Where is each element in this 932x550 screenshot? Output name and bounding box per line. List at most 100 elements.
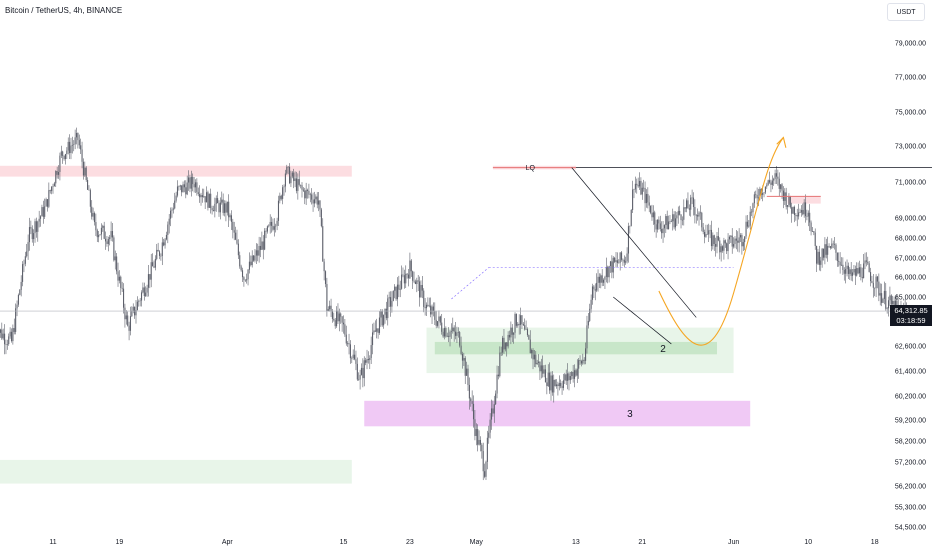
candle-body <box>8 336 10 345</box>
candle-body <box>857 268 859 274</box>
candle-body <box>662 228 664 234</box>
y-tick-label: 57,200.00 <box>895 460 926 467</box>
zone-label-2: 2 <box>660 344 666 355</box>
candle-body <box>796 215 798 217</box>
candle-body <box>623 259 625 263</box>
candle-body <box>100 227 102 235</box>
candle-body <box>656 219 659 230</box>
candle-body <box>621 252 623 260</box>
candle-body <box>316 196 318 205</box>
candle-body <box>553 379 555 393</box>
candle-body <box>798 212 800 217</box>
y-tick-label: 58,200.00 <box>895 439 926 446</box>
candle-body <box>308 190 310 195</box>
candle-body <box>48 190 50 207</box>
candle-body <box>416 280 418 285</box>
candle-body <box>547 372 549 387</box>
candle-body <box>82 161 84 176</box>
candle-body <box>20 281 22 290</box>
candle-body <box>828 245 830 247</box>
candle-body <box>710 229 713 247</box>
candle-body <box>432 306 434 311</box>
candle-body <box>13 328 15 332</box>
candle-body <box>340 313 342 317</box>
candle-body <box>298 179 300 185</box>
candle-body <box>172 208 174 210</box>
candle-body <box>717 236 719 241</box>
candle-body <box>30 227 32 229</box>
currency-selector[interactable]: USDT <box>887 3 925 21</box>
candle-body <box>51 186 53 192</box>
candle-body <box>504 342 506 350</box>
candle-body <box>106 241 108 244</box>
candle-body <box>686 200 688 209</box>
demand-zone-2 <box>434 341 717 355</box>
candle-body <box>777 176 779 179</box>
candle-body <box>203 196 205 198</box>
candle-body <box>766 184 768 187</box>
zone-label-3: 3 <box>627 409 633 420</box>
candle-body <box>531 350 533 354</box>
candle-body <box>276 220 278 226</box>
candle-body <box>293 172 295 181</box>
candle-body <box>634 183 636 190</box>
candle-body <box>2 333 4 339</box>
candle-body <box>594 289 596 291</box>
candle-body <box>461 353 464 361</box>
overlays: LQ <box>0 136 932 346</box>
candle-body <box>439 316 441 323</box>
candle-body <box>199 194 201 198</box>
candle-body <box>817 251 819 264</box>
candle-body <box>854 269 856 276</box>
candle-body <box>438 316 440 322</box>
candle-body <box>412 271 414 281</box>
candle-body <box>529 339 531 354</box>
candle-body <box>204 196 206 203</box>
candle-body <box>218 203 220 213</box>
candle-body <box>294 178 296 181</box>
candle-body <box>34 221 36 234</box>
candle-body <box>15 308 17 332</box>
candle-body <box>846 265 848 270</box>
candle-body <box>803 202 805 215</box>
candle-body <box>116 256 118 272</box>
candle-body <box>182 184 184 193</box>
candle-body <box>611 261 613 273</box>
candle-body <box>347 343 349 344</box>
candle-body <box>688 208 690 210</box>
candle-body <box>113 237 115 261</box>
candle-body <box>496 374 498 394</box>
candle-body <box>694 207 696 216</box>
candle-body <box>466 368 468 376</box>
candle-body <box>475 429 477 436</box>
candle-body <box>733 244 735 247</box>
candle-body <box>140 292 143 301</box>
candle-body <box>470 398 472 402</box>
candle-body <box>136 301 138 311</box>
candle-body <box>323 261 325 272</box>
y-tick-label: 73,000.00 <box>895 144 926 151</box>
candle-body <box>305 189 307 199</box>
candle-body <box>38 218 40 222</box>
candle-body <box>773 178 775 181</box>
candle-body <box>544 369 547 383</box>
candle-body <box>832 243 834 245</box>
candle-body <box>767 180 769 185</box>
x-tick-label: 21 <box>638 539 646 546</box>
candle-body <box>387 298 389 319</box>
candle-body <box>661 228 663 234</box>
candle-body <box>887 300 890 309</box>
candle-body <box>405 273 407 284</box>
candle-body <box>425 304 428 309</box>
candle-body <box>192 176 194 185</box>
candle-body <box>792 206 794 214</box>
candle-body <box>413 280 415 282</box>
candle-body <box>351 357 353 359</box>
candle-body <box>517 323 519 326</box>
candle-body <box>593 286 595 290</box>
x-axis: 1119Apr1523May1321Jun1018Jul1523Aug <box>49 539 878 546</box>
candle-body <box>121 287 123 289</box>
candle-body <box>394 286 396 291</box>
candle-body <box>23 263 25 265</box>
